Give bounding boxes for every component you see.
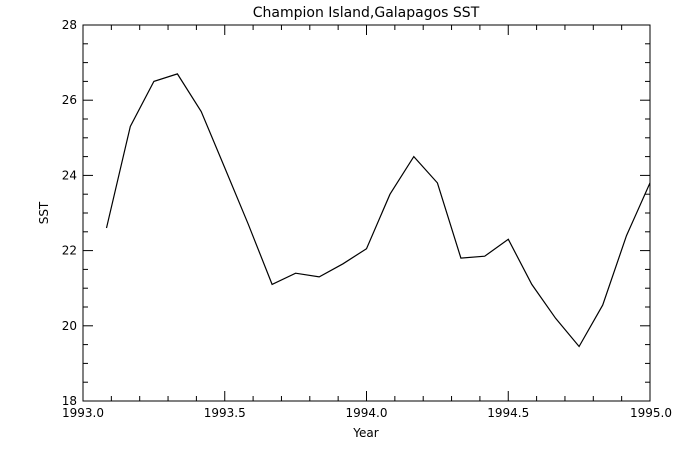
x-tick-label: 1995.0 [630, 406, 672, 420]
y-tick-label: 24 [62, 168, 77, 182]
x-tick-label: 1994.0 [346, 406, 388, 420]
chart-title: Champion Island,Galapagos SST [253, 5, 480, 21]
y-axis: 18 20 22 24 26 28 [62, 18, 650, 408]
y-tick-label: 18 [62, 394, 77, 408]
y-tick-label: 26 [62, 93, 77, 107]
y-axis-label: SST [37, 201, 51, 224]
y-tick-label: 28 [62, 18, 77, 32]
x-tick-label: 1993.5 [204, 406, 246, 420]
x-tick-label: 1993.0 [62, 406, 104, 420]
plot-frame [82, 24, 651, 402]
y-tick-label: 20 [62, 319, 77, 333]
x-tick-label: 1994.5 [487, 406, 529, 420]
x-axis-label: Year [352, 426, 378, 440]
x-axis: 1993.0 1993.5 1994.0 1994.5 1995.0 [62, 25, 672, 420]
sst-series-line [105, 73, 651, 348]
y-tick-label: 22 [62, 244, 77, 258]
